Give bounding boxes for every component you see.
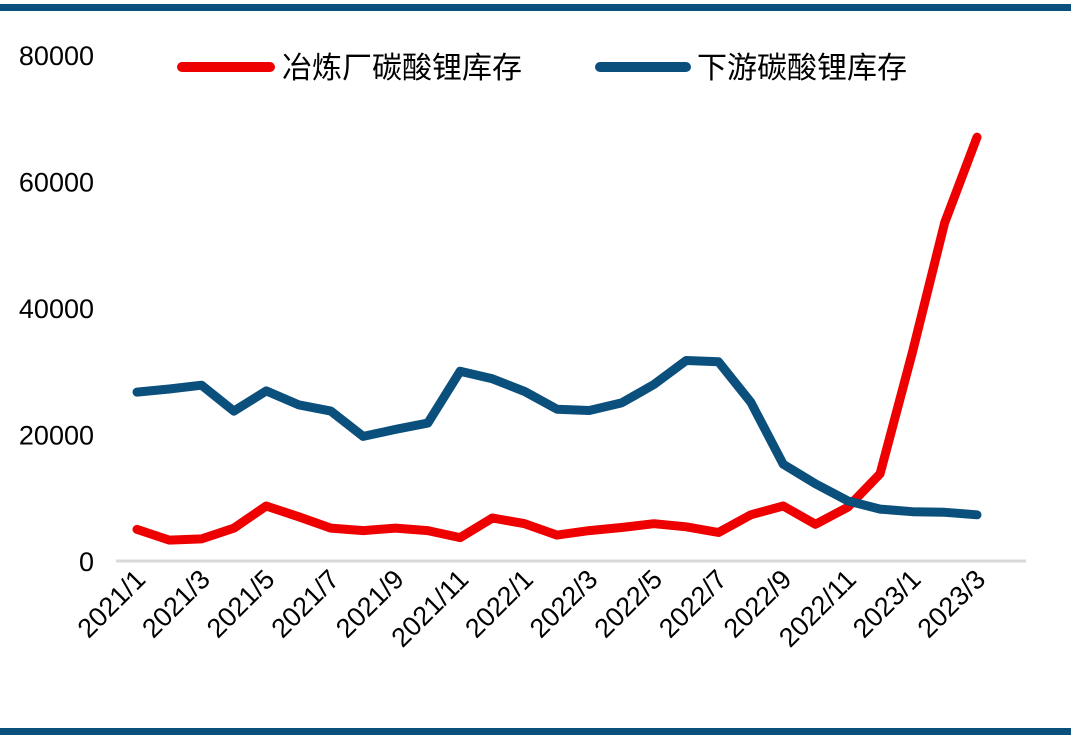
x-tick-label: 2022/1 (459, 564, 539, 644)
x-tick-label: 2021/5 (201, 564, 281, 644)
x-axis-tick-labels: 2021/12021/32021/52021/72021/92021/11202… (72, 564, 992, 653)
x-tick-label: 2021/7 (265, 564, 345, 644)
legend-label-1: 冶炼厂碳酸锂库存 (282, 51, 522, 86)
x-tick-label: 2021/3 (136, 564, 216, 644)
x-tick-label: 2023/1 (847, 564, 927, 644)
legend: 冶炼厂碳酸锂库存 下游碳酸锂库存 (177, 51, 907, 86)
y-tick-label: 60000 (19, 168, 94, 198)
x-tick-label: 2022/5 (589, 564, 669, 644)
x-tick-label: 2022/3 (524, 564, 604, 644)
y-tick-label: 80000 (19, 41, 94, 71)
y-axis-tick-labels: 0 20000 40000 60000 80000 (19, 41, 94, 577)
legend-label-2: 下游碳酸锂库存 (697, 51, 907, 86)
x-tick-label: 2022/7 (653, 564, 733, 644)
bottom-border-bar (0, 728, 1071, 735)
series-lines (132, 132, 982, 545)
y-tick-label: 40000 (19, 294, 94, 324)
series-line-1 (132, 132, 982, 545)
top-border-bar (0, 4, 1071, 11)
series-line-2 (132, 356, 982, 520)
y-tick-label: 20000 (19, 421, 94, 451)
y-tick-label: 0 (79, 547, 94, 577)
x-tick-label: 2023/3 (912, 564, 992, 644)
